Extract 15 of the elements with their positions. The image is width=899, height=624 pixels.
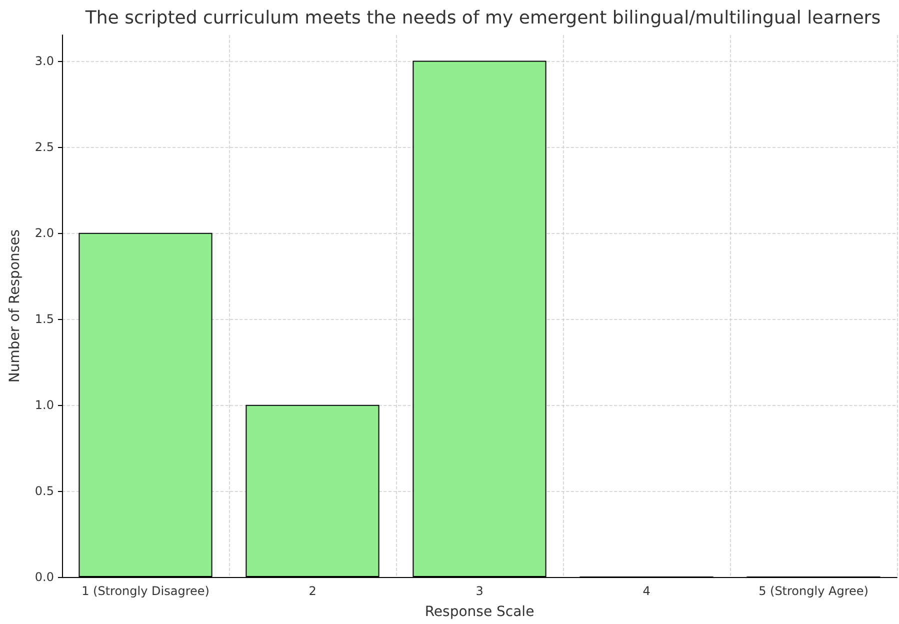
chart-title: The scripted curriculum meets the needs of my emergent bilingual/multilingual learners: [84, 8, 881, 28]
y-tick-label: 2.0: [34, 226, 54, 240]
y-tick-label: 0.5: [34, 484, 54, 498]
x-axis-title: Response Scale: [424, 604, 534, 620]
y-tick-label: 2.5: [34, 140, 54, 154]
y-tick-label: 0.0: [34, 570, 54, 584]
y-axis-title: Number of Responses: [7, 229, 23, 383]
y-tick-label: 1.5: [34, 312, 54, 326]
y-tick-label: 3.0: [34, 54, 54, 68]
x-tick-label: 5 (Strongly Agree): [758, 584, 868, 598]
x-tick-label: 1 (Strongly Disagree): [82, 584, 210, 598]
y-tick-label: 1.0: [34, 398, 54, 412]
x-tick-label: 2: [308, 584, 316, 598]
x-tick-label: 4: [642, 584, 650, 598]
x-tick-label: 3: [476, 584, 484, 598]
